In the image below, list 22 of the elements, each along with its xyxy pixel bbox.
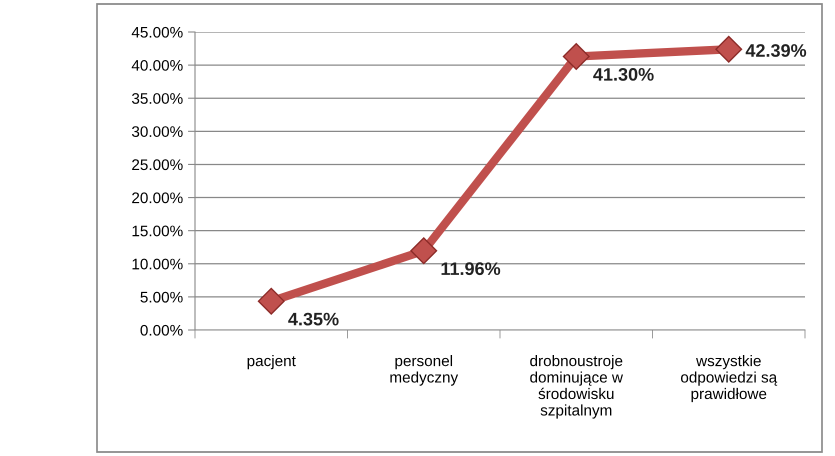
y-tick-label: 35.00% — [132, 93, 183, 104]
y-tick-label: 5.00% — [140, 292, 183, 303]
data-label: 11.96% — [442, 262, 500, 276]
x-tick-label: drobnoustroje dominujące w środowisku szpitalnym — [530, 355, 623, 419]
point — [258, 288, 285, 315]
y-tick-label: 10.00% — [132, 258, 183, 270]
x-tick-label: wszystkie odpowiedzi są prawidłowe — [680, 355, 778, 402]
point — [410, 237, 438, 264]
x-tick-label: pacjent — [248, 355, 296, 370]
point — [562, 43, 590, 70]
y-tick-label: 30.00% — [132, 126, 183, 138]
y-tick-label: 25.00% — [132, 159, 183, 170]
data-label: 41.30% — [593, 68, 654, 81]
y-tick-label: 45.00% — [132, 26, 183, 38]
data-label: 4.35% — [288, 312, 339, 326]
data-label: 42.39% — [746, 44, 806, 57]
y-tick-label: 20.00% — [132, 192, 183, 204]
y-tick-label: 15.00% — [132, 226, 183, 236]
y-tick-label: 0.00% — [140, 324, 183, 336]
x-tick-label: personel medyczny — [390, 355, 458, 386]
point — [715, 36, 742, 63]
y-tick-label: 40.00% — [132, 60, 183, 71]
